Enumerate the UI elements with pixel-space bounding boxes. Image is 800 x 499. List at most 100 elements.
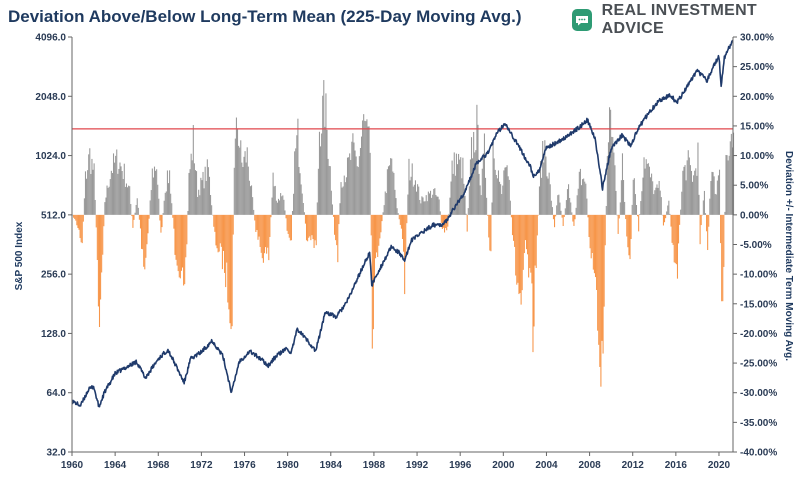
brand-logo[interactable]: REAL INVESTMENT ADVICE [572, 2, 800, 37]
deviation-bar-negative [336, 214, 338, 246]
deviation-bar-positive [353, 142, 355, 215]
deviation-bar-positive [712, 172, 714, 215]
deviation-bar-negative [398, 214, 400, 220]
deviation-bar-negative [597, 214, 599, 331]
deviation-bar-negative [672, 214, 674, 245]
deviation-bar-positive [651, 173, 653, 215]
deviation-bar-negative [552, 214, 554, 220]
deviation-bar-negative [591, 214, 593, 253]
deviation-bar-positive [343, 175, 345, 215]
deviation-bar-positive [501, 194, 503, 215]
deviation-bar-negative [175, 214, 177, 260]
tick-labels: 32.0 64.0 128.0 256.0 512.0 1024.0 2048.0 4096.… [35, 33, 777, 472]
deviation-bar-negative [221, 214, 223, 270]
deviation-bar-positive [158, 198, 160, 215]
deviation-bar-positive [726, 155, 728, 215]
deviation-bar-positive [507, 176, 509, 215]
deviation-bar-positive [397, 213, 399, 215]
deviation-bar-negative [81, 214, 83, 244]
deviation-bar-positive [715, 194, 717, 215]
deviation-bar-negative [379, 214, 381, 239]
deviation-bar-negative [721, 214, 723, 302]
deviation-bar-positive [86, 178, 88, 215]
deviation-bar-positive [271, 197, 273, 215]
deviation-bar-positive [349, 153, 351, 215]
deviation-bar-negative [380, 214, 382, 233]
deviation-bar-positive [130, 204, 132, 215]
deviation-bar-positive [493, 158, 495, 215]
deviation-bar-positive [632, 179, 634, 215]
deviation-bar-positive [171, 203, 173, 215]
deviation-bar-negative [332, 214, 335, 217]
deviation-bar-positive [463, 183, 465, 215]
right-tick-label: -30.00% [740, 388, 777, 399]
deviation-bar-negative [96, 214, 98, 260]
deviation-bar-negative [226, 214, 228, 263]
deviation-bar-positive [438, 199, 440, 215]
deviation-bar-negative [262, 214, 264, 263]
deviation-bar-negative [261, 214, 263, 259]
deviation-bar-negative [224, 214, 226, 273]
deviation-bar-positive [682, 170, 684, 215]
deviation-bar-positive [194, 170, 197, 215]
deviation-bar-negative [671, 214, 673, 243]
deviation-bar-negative [590, 214, 592, 259]
deviation-bar-positive [680, 209, 682, 215]
deviation-bar-positive [668, 200, 670, 215]
deviation-bar-positive [122, 178, 124, 215]
deviation-bar-positive [245, 162, 247, 215]
deviation-bar-negative [230, 214, 232, 330]
deviation-bar-positive [458, 153, 460, 215]
deviation-bar-positive [695, 168, 697, 215]
deviation-bar-positive [83, 198, 85, 215]
deviation-bar-negative [510, 214, 512, 218]
deviation-bar-positive [492, 142, 494, 215]
x-tick-label: 1992 [406, 460, 429, 471]
deviation-bar-positive [643, 157, 645, 215]
deviation-bar-negative [700, 214, 702, 226]
deviation-bar-negative [516, 214, 518, 285]
deviation-bar-positive [605, 205, 607, 215]
deviation-bar-positive [689, 165, 691, 215]
left-tick-label: 64.0 [47, 388, 67, 399]
deviation-bar-negative [177, 214, 179, 272]
deviation-bar-positive [294, 151, 296, 215]
x-tick-label: 1984 [320, 460, 343, 471]
deviation-bar-positive [538, 186, 540, 215]
deviation-bar-negative [222, 214, 225, 251]
right-tick-label: -25.00% [740, 359, 777, 370]
deviation-bar-positive [300, 184, 302, 215]
deviation-bar-positive [451, 160, 453, 215]
deviation-bar-positive [453, 152, 455, 215]
deviation-bar-positive [709, 198, 711, 215]
deviation-bar-positive [543, 162, 545, 215]
sp500-line [71, 39, 734, 408]
deviation-bar-positive [497, 170, 500, 215]
deviation-bar-negative [173, 214, 175, 229]
deviation-bar-positive [478, 173, 480, 215]
deviation-bar-negative [219, 214, 221, 244]
deviation-bar-positive [369, 152, 371, 215]
deviation-bar-positive [362, 120, 364, 215]
deviation-bar-positive [414, 180, 416, 215]
x-tick-label: 1996 [449, 460, 472, 471]
deviation-bar-positive [167, 183, 170, 215]
deviation-bar-positive [207, 167, 209, 215]
deviation-bar-negative [562, 214, 564, 227]
deviation-bar-positive [539, 160, 542, 215]
deviation-bar-negative [146, 214, 148, 245]
deviation-bar-positive [344, 182, 346, 215]
deviation-bar-positive [698, 194, 700, 215]
deviation-bar-negative [73, 214, 75, 218]
deviation-bar-positive [711, 171, 713, 215]
deviation-bar-positive [111, 173, 113, 215]
deviation-bar-positive [702, 200, 704, 215]
deviation-bar-positive [350, 159, 352, 215]
deviation-bar-positive [189, 169, 191, 215]
deviation-bar-positive [90, 174, 92, 215]
deviation-bar-positive [459, 159, 461, 215]
deviation-bar-negative [513, 214, 515, 241]
deviation-bar-positive [612, 137, 614, 215]
deviation-bar-positive [481, 168, 483, 215]
sp500-line-group [71, 39, 734, 408]
